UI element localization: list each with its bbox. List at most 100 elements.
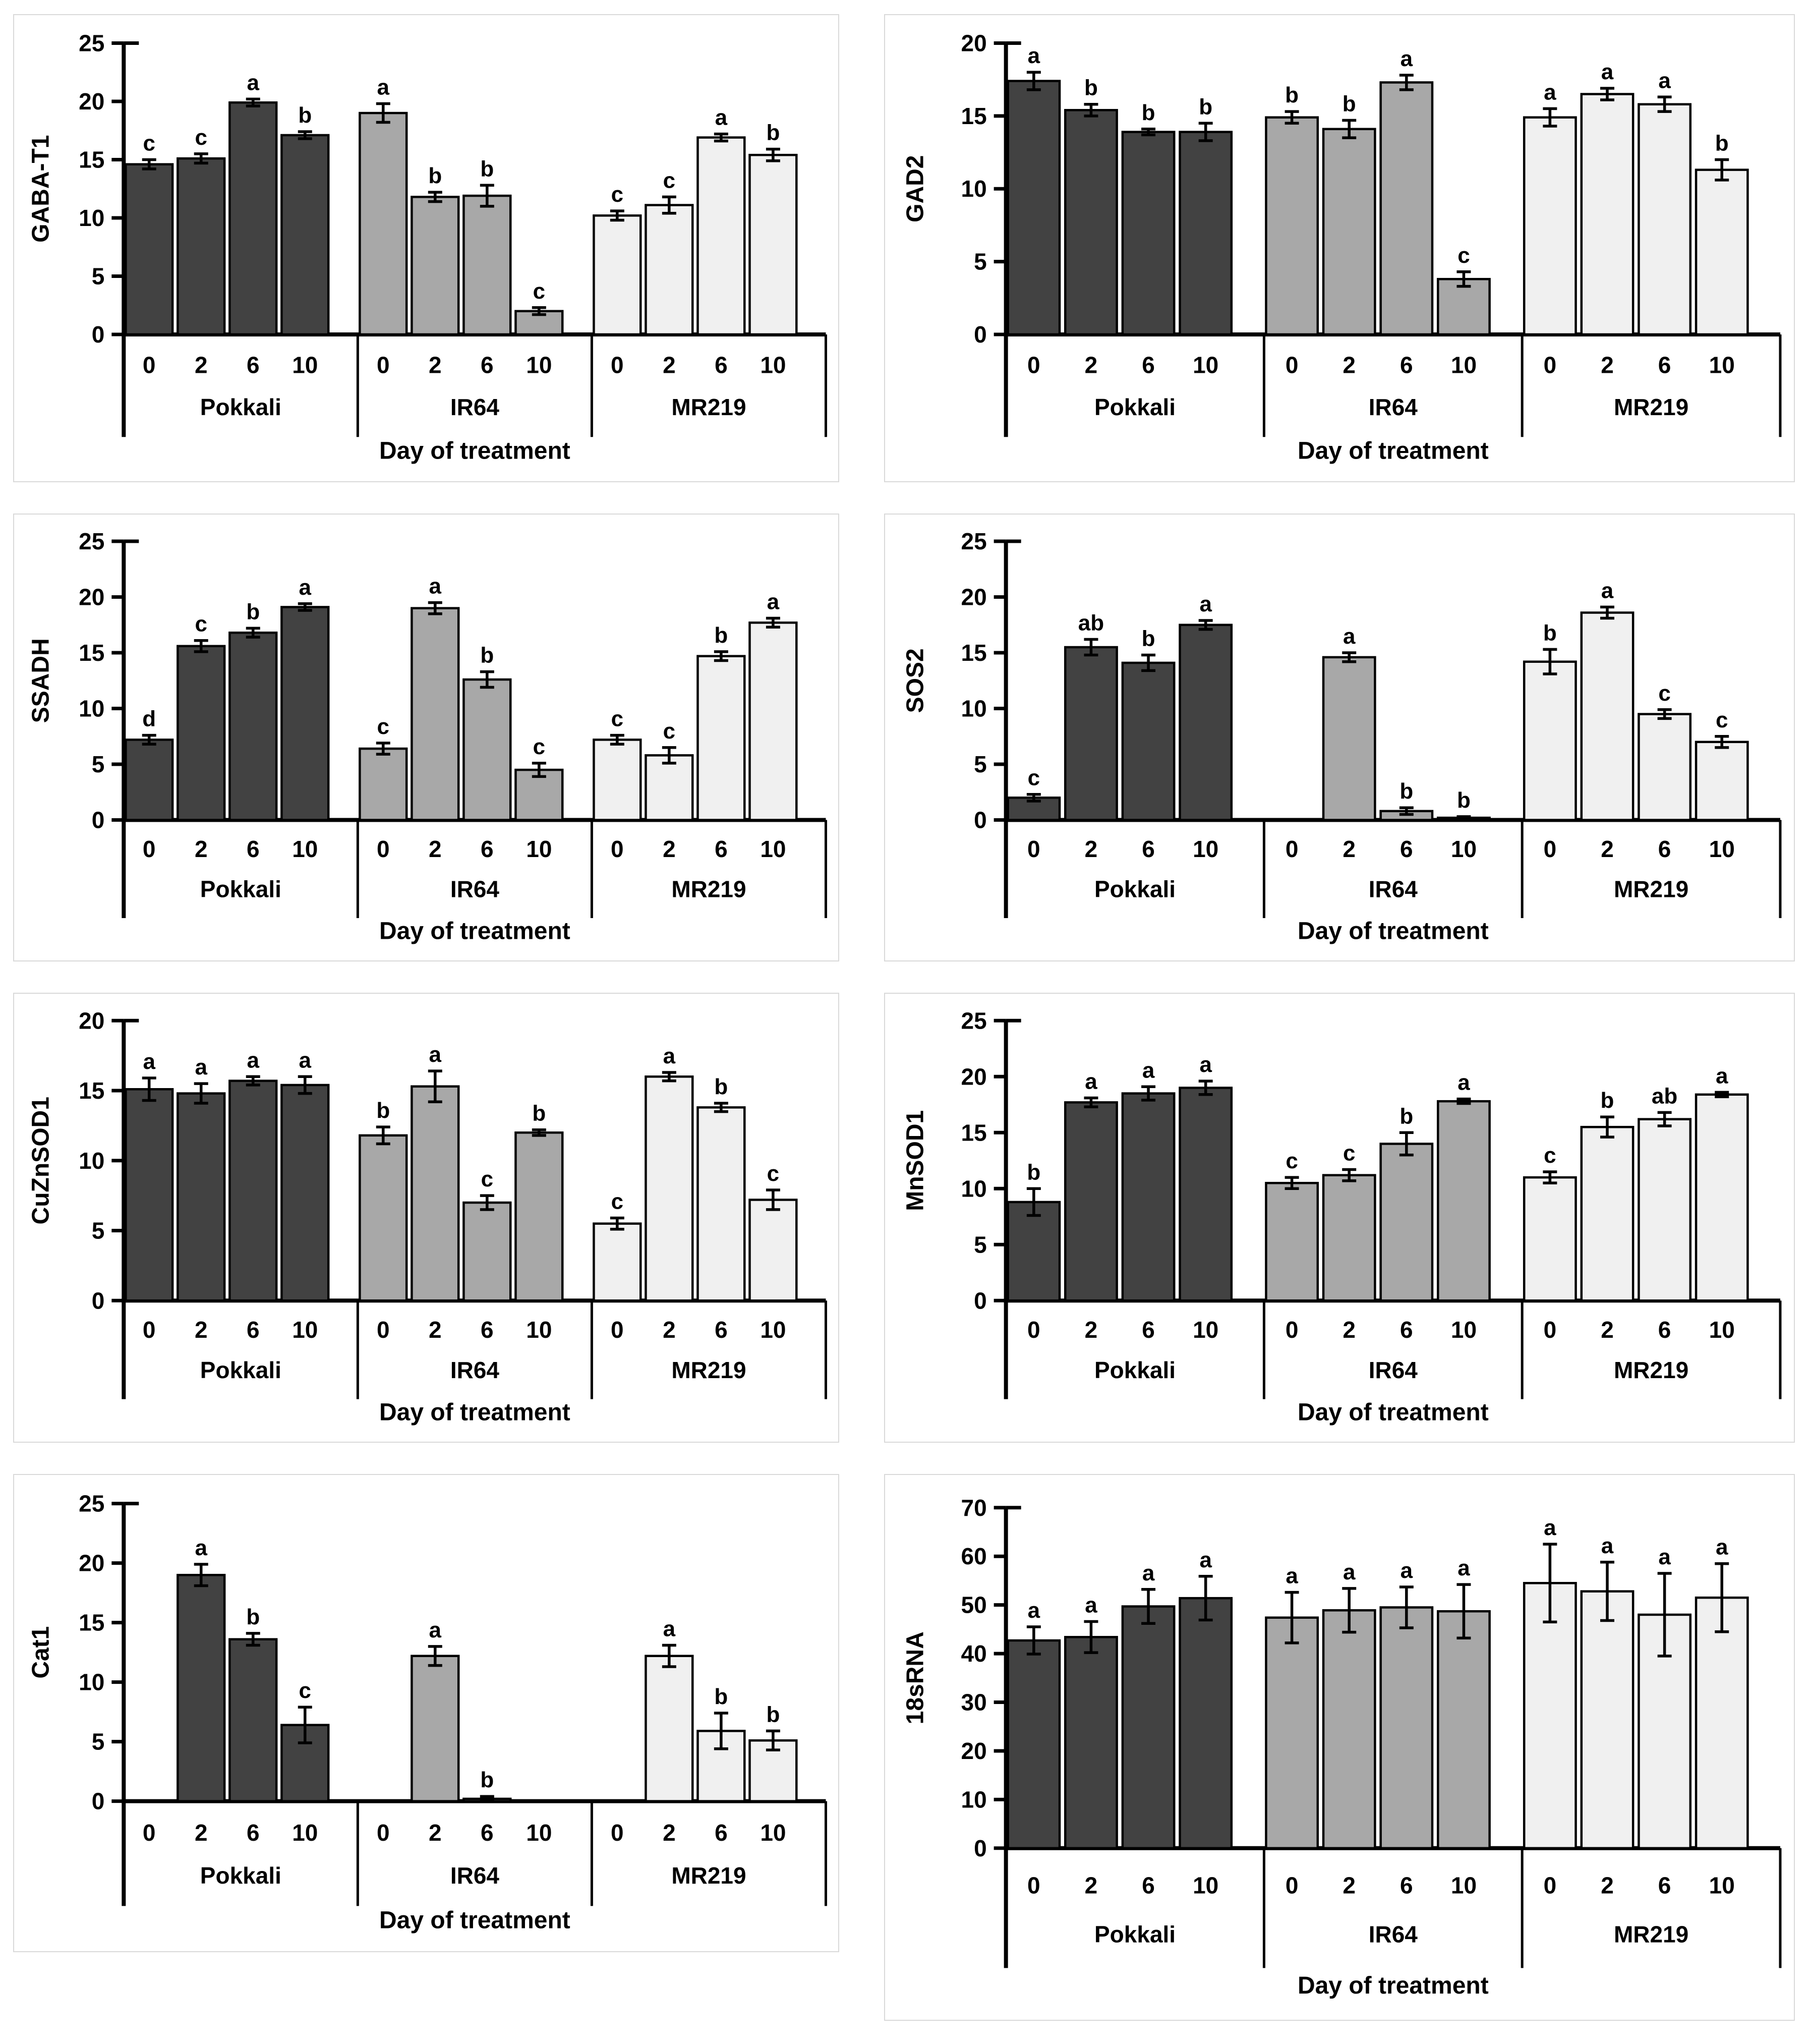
day-label: 6	[247, 352, 260, 378]
day-label: 0	[377, 1317, 390, 1343]
x-axis-title: Day of treatment	[1298, 918, 1489, 945]
chart-panel-sos2: 0 5 10 15 20 25 SOS2 Pokkali 0 c 2 ab 6 b 10 a IR64 0 2 a 6 b…	[884, 514, 1795, 961]
significance-letter: c	[195, 125, 207, 150]
y-tick-label: 25	[79, 1491, 104, 1517]
chart-panel-ssadh: 0 5 10 15 20 25 SSADH Pokkali 0 d 2 c 6 b 10 a IR64 0 c 2 a 6…	[13, 514, 839, 961]
day-label: 2	[429, 1317, 442, 1343]
group-label: IR64	[1369, 1357, 1418, 1383]
bar	[1121, 1605, 1176, 1850]
significance-letter: b	[376, 1098, 390, 1123]
group-label: MR219	[671, 1357, 746, 1383]
y-tick-label: 15	[961, 1119, 986, 1146]
significance-letter: a	[1142, 1058, 1155, 1083]
y-axis-label: SOS2	[902, 648, 929, 713]
day-label: 2	[195, 352, 208, 378]
significance-letter: a	[1457, 1070, 1470, 1095]
significance-letter: c	[663, 719, 675, 744]
bar-chart: 05101520CuZnSOD1Pokkali0a2a6a10aIR640b2a…	[28, 1007, 827, 1426]
x-axis-title: Day of treatment	[379, 438, 570, 465]
significance-letter: a	[1601, 578, 1614, 603]
bar	[1379, 81, 1434, 336]
bar	[411, 607, 460, 821]
bar	[359, 111, 408, 336]
significance-letter: b	[480, 1768, 494, 1792]
significance-letter: ab	[1652, 1084, 1677, 1108]
bar	[1322, 656, 1376, 821]
significance-letter: c	[611, 182, 623, 207]
significance-letter: b	[1343, 91, 1356, 116]
significance-letter: b	[428, 163, 442, 188]
chart-panel-cuznsod1: 0 5 10 15 20 CuZnSOD1 Pokkali 0 a 2 a 6 a 10 a IR64 0 b 2 a…	[13, 993, 839, 1443]
y-tick-label: 25	[79, 528, 104, 554]
group-label: MR219	[671, 876, 746, 902]
y-tick-label: 20	[79, 1007, 104, 1034]
day-label: 6	[1142, 1872, 1155, 1898]
y-tick-label: 5	[92, 1218, 105, 1244]
bar	[125, 1088, 174, 1302]
bar	[1064, 109, 1118, 336]
day-label: 0	[1286, 1872, 1299, 1898]
bar	[411, 1655, 460, 1802]
significance-letter: a	[1343, 624, 1356, 649]
significance-letter: c	[299, 1678, 311, 1703]
day-label: 10	[760, 1317, 786, 1343]
day-label: 6	[1658, 352, 1671, 378]
significance-letter: a	[299, 1048, 312, 1072]
day-label: 6	[1658, 1317, 1671, 1343]
significance-letter: b	[1199, 94, 1212, 119]
significance-letter: d	[142, 707, 156, 731]
bar	[462, 678, 512, 821]
day-label: 10	[1709, 352, 1735, 378]
day-label: 2	[1085, 352, 1098, 378]
y-tick-label: 0	[974, 807, 987, 833]
day-label: 0	[611, 1820, 624, 1846]
chart-panel-18srna: 0 10 20 30 40 50 60 70 18sRNA Pokkali 0 a 2 a 6 a 10 a IR6…	[884, 1474, 1795, 2021]
day-label: 6	[481, 836, 494, 862]
group-label: Pokkali	[200, 876, 281, 902]
y-tick-label: 15	[79, 640, 104, 666]
bar	[228, 1080, 278, 1302]
day-label: 10	[1709, 836, 1735, 862]
day-label: 0	[611, 352, 624, 378]
significance-letter: a	[767, 590, 780, 614]
significance-letter: a	[1199, 1548, 1212, 1572]
day-label: 10	[526, 1820, 552, 1846]
significance-letter: b	[766, 121, 780, 145]
day-label: 6	[247, 1820, 260, 1846]
group-label: MR219	[1614, 1357, 1688, 1383]
significance-letter: a	[1343, 1560, 1356, 1584]
significance-letter: b	[246, 1605, 260, 1629]
day-label: 6	[715, 1820, 728, 1846]
significance-letter: a	[1658, 1545, 1671, 1569]
bar	[177, 157, 226, 336]
significance-letter: c	[1716, 708, 1728, 732]
y-tick-label: 0	[92, 321, 105, 348]
day-label: 2	[1085, 836, 1098, 862]
day-label: 6	[1400, 352, 1413, 378]
significance-letter: b	[480, 643, 494, 668]
day-label: 6	[1400, 1872, 1413, 1898]
y-tick-label: 15	[79, 1077, 104, 1104]
bar	[645, 204, 694, 336]
y-tick-label: 10	[79, 696, 104, 722]
bar	[645, 754, 694, 821]
day-label: 2	[1085, 1872, 1098, 1898]
day-label: 2	[663, 352, 676, 378]
day-label: 0	[143, 1317, 156, 1343]
significance-letter: a	[429, 1618, 442, 1642]
group-label: Pokkali	[200, 394, 281, 420]
day-label: 0	[1544, 352, 1557, 378]
chart-panel-mnsod1: 0 5 10 15 20 25 MnSOD1 Pokkali 0 b 2 a 6 a 10 a IR64 0 c 2 c…	[884, 993, 1795, 1443]
bar	[1638, 1118, 1692, 1302]
significance-letter: c	[195, 612, 207, 637]
bar	[1064, 1101, 1118, 1302]
bar	[1638, 103, 1692, 336]
bar	[1064, 1636, 1118, 1850]
group-label: Pokkali	[200, 1357, 281, 1383]
significance-letter: c	[1457, 243, 1470, 268]
bar	[1580, 611, 1635, 821]
day-label: 10	[1193, 836, 1218, 862]
y-tick-label: 0	[974, 1287, 987, 1314]
bar	[1437, 1100, 1491, 1302]
group-label: Pokkali	[1094, 1921, 1176, 1948]
